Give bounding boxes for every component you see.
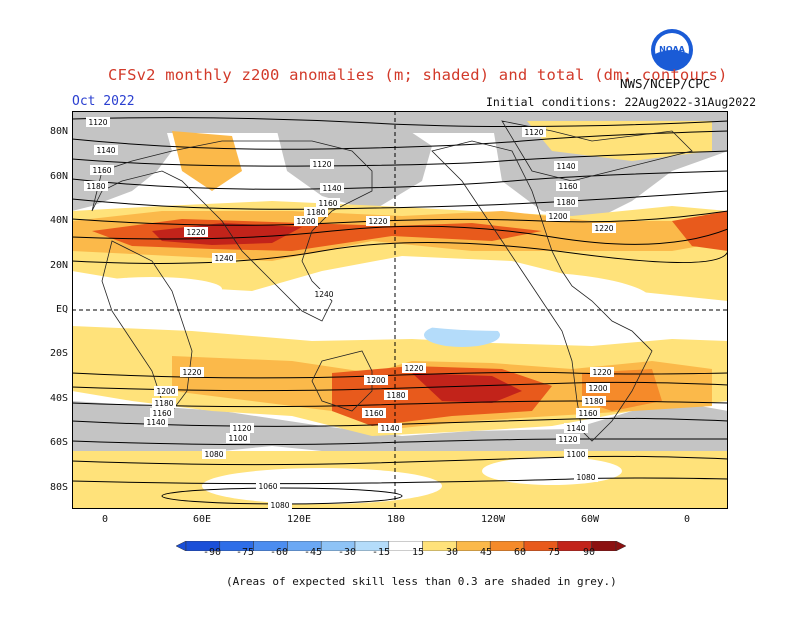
svg-text:1060: 1060 — [258, 482, 277, 491]
colorbar-label: 75 — [547, 547, 561, 558]
svg-text:1220: 1220 — [182, 368, 201, 377]
svg-text:1080: 1080 — [576, 473, 595, 482]
svg-text:1220: 1220 — [404, 364, 423, 373]
svg-text:1180: 1180 — [386, 391, 405, 400]
svg-text:1120: 1120 — [524, 128, 543, 137]
svg-text:1200: 1200 — [548, 212, 567, 221]
lat-label-80n: 80N — [49, 126, 68, 137]
anomaly-map: 1120 1140 1160 1180 1220 1240 1120 1140 … — [71, 111, 729, 510]
svg-text:1220: 1220 — [592, 368, 611, 377]
svg-text:1080: 1080 — [204, 450, 223, 459]
lon-label-0-east: 0 — [683, 514, 691, 525]
svg-text:1120: 1120 — [558, 435, 577, 444]
svg-text:1200: 1200 — [296, 217, 315, 226]
svg-text:1180: 1180 — [306, 208, 325, 217]
svg-text:1120: 1120 — [88, 118, 107, 127]
svg-text:1200: 1200 — [588, 384, 607, 393]
lon-label-0: 0 — [101, 514, 109, 525]
lat-label-20n: 20N — [49, 260, 68, 271]
noaa-logo: NOAA — [650, 28, 694, 72]
lat-label-20s: 20S — [49, 348, 68, 359]
lon-label-120w: 120W — [480, 514, 506, 525]
lon-label-60w: 60W — [580, 514, 600, 525]
lon-label-180: 180 — [386, 514, 406, 525]
svg-text:1220: 1220 — [368, 217, 387, 226]
logo-text: NOAA — [659, 45, 685, 54]
lon-label-120e: 120E — [286, 514, 312, 525]
lat-label-40n: 40N — [49, 215, 68, 226]
svg-text:1140: 1140 — [96, 146, 115, 155]
svg-text:1140: 1140 — [322, 184, 341, 193]
colorbar-max-arrow — [615, 540, 627, 552]
colorbar-label: 15 — [411, 547, 425, 558]
colorbar-label: 60 — [513, 547, 527, 558]
svg-text:1180: 1180 — [154, 399, 173, 408]
svg-text:1140: 1140 — [146, 418, 165, 427]
initial-conditions: Initial conditions: 22Aug2022-31Aug2022 — [486, 95, 757, 109]
svg-text:1200: 1200 — [366, 376, 385, 385]
svg-text:1160: 1160 — [152, 409, 171, 418]
colorbar-label: -30 — [337, 547, 357, 558]
chart-title: CFSv2 monthly z200 anomalies (m; shaded)… — [108, 66, 728, 84]
svg-text:1240: 1240 — [314, 290, 333, 299]
svg-text:1160: 1160 — [558, 182, 577, 191]
svg-text:1200: 1200 — [156, 387, 175, 396]
lat-label-40s: 40S — [49, 393, 68, 404]
lat-label-80s: 80S — [49, 482, 68, 493]
colorbar-label: 30 — [445, 547, 459, 558]
svg-text:1180: 1180 — [584, 397, 603, 406]
colorbar — [175, 536, 627, 555]
svg-text:1120: 1120 — [232, 424, 251, 433]
svg-text:1220: 1220 — [186, 228, 205, 237]
positive-anomaly-shading — [72, 121, 728, 509]
colorbar-label: -90 — [202, 547, 222, 558]
colorbar-min-arrow — [175, 540, 187, 552]
colorbar-label: 45 — [479, 547, 493, 558]
colorbar-label: -15 — [371, 547, 391, 558]
svg-text:1240: 1240 — [214, 254, 233, 263]
svg-text:1140: 1140 — [380, 424, 399, 433]
colorbar-label: -75 — [235, 547, 255, 558]
colorbar-label: 90 — [582, 547, 596, 558]
svg-text:1160: 1160 — [364, 409, 383, 418]
svg-text:1100: 1100 — [566, 450, 585, 459]
svg-text:1120: 1120 — [312, 160, 331, 169]
svg-text:1140: 1140 — [566, 424, 585, 433]
svg-text:1160: 1160 — [578, 409, 597, 418]
svg-text:1140: 1140 — [556, 162, 575, 171]
svg-text:1160: 1160 — [318, 199, 337, 208]
svg-text:1080: 1080 — [270, 501, 289, 509]
colorbar-label: -60 — [269, 547, 289, 558]
svg-text:1100: 1100 — [228, 434, 247, 443]
svg-text:1180: 1180 — [86, 182, 105, 191]
svg-text:1220: 1220 — [594, 224, 613, 233]
skill-footnote: (Areas of expected skill less than 0.3 a… — [226, 575, 617, 588]
map-panel: 1120 1140 1160 1180 1220 1240 1120 1140 … — [71, 111, 729, 513]
forecast-month: Oct 2022 — [72, 94, 135, 109]
svg-text:1180: 1180 — [556, 198, 575, 207]
lat-label-eq: EQ — [55, 304, 68, 315]
lon-label-60e: 60E — [192, 514, 212, 525]
lat-label-60s: 60S — [49, 437, 68, 448]
contour-labels: 1120 1140 1160 1180 1220 1240 1120 1140 … — [84, 117, 616, 510]
lat-label-60n: 60N — [49, 171, 68, 182]
svg-text:1160: 1160 — [92, 166, 111, 175]
colorbar-label: -45 — [303, 547, 323, 558]
agency-label: NWS/NCEP/CPC — [620, 76, 711, 91]
